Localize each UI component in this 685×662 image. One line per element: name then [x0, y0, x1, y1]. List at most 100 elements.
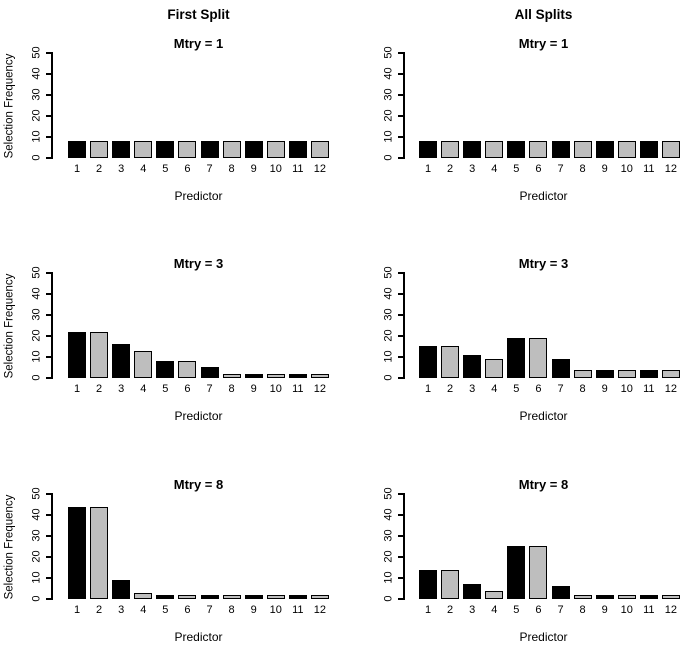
- x-tick-label: 8: [228, 383, 235, 395]
- bar-slot: [594, 595, 616, 599]
- bar-slot: [638, 370, 660, 378]
- x-tick-label: 8: [228, 604, 235, 616]
- bar-slot: [638, 141, 660, 158]
- x-tick-label: 3: [469, 163, 476, 175]
- x-axis-label: Predictor: [519, 409, 568, 423]
- bar-slot: [594, 141, 616, 158]
- bar-slot: [461, 584, 483, 599]
- y-axis-tick: [46, 556, 51, 558]
- x-tick-label: 6: [184, 383, 191, 395]
- bar-predictor-7: [551, 141, 570, 158]
- bar-slot: [527, 546, 549, 599]
- bar-slot: [417, 570, 439, 599]
- chart-first-split-mtry-8: Mtry = 8 Selection Frequency 0 10 20 30 40 50…: [0, 441, 342, 661]
- x-axis-label: Predictor: [174, 409, 223, 423]
- y-axis-tick: [398, 493, 403, 495]
- x-tick-label: 10: [620, 163, 633, 175]
- bar-predictor-3: [112, 141, 131, 158]
- chart-title: Mtry = 3: [518, 256, 569, 271]
- x-tick-label: 3: [469, 604, 476, 616]
- x-tick-label: 11: [643, 604, 655, 616]
- bar-predictor-6: [529, 546, 548, 599]
- y-axis-tick: [398, 514, 403, 516]
- x-tick-label: 11: [292, 383, 304, 395]
- x-tick-label: 12: [664, 604, 678, 616]
- bar-slot: [176, 141, 198, 158]
- bar-predictor-1: [419, 346, 438, 378]
- bar-slot: [549, 141, 571, 158]
- chart-first-split-mtry-3: Mtry = 3 Selection Frequency 0 10 20 30 40 50…: [0, 220, 342, 440]
- bar-slot: [243, 141, 265, 158]
- bar-slot: [505, 141, 527, 158]
- x-axis-label: Predictor: [519, 189, 568, 203]
- x-tick-labels: 1 2 3 4 5 6 7 8 9 10 11 12: [417, 383, 682, 395]
- bar-predictor-3: [112, 344, 131, 378]
- y-tick-label: 50: [30, 487, 43, 500]
- y-axis-tick: [46, 577, 51, 579]
- x-tick-label: 6: [184, 163, 191, 175]
- x-tick-label: 5: [162, 163, 169, 175]
- bar-predictor-11: [639, 595, 658, 599]
- bar-predictor-1: [68, 141, 87, 158]
- bar-slot: [572, 595, 594, 599]
- bar-slot: [483, 359, 505, 378]
- bar-slot: [66, 507, 88, 599]
- x-tick-label: 8: [579, 163, 586, 175]
- bar-predictor-7: [200, 367, 219, 378]
- y-axis-line: [403, 272, 405, 379]
- x-tick-label: 3: [469, 383, 476, 395]
- x-tick-label: 7: [557, 604, 564, 616]
- y-axis-line: [403, 493, 405, 600]
- bar-slot: [198, 367, 220, 378]
- bar-predictor-10: [266, 141, 285, 158]
- bar-predictor-7: [200, 595, 219, 599]
- y-axis-tick: [46, 335, 51, 337]
- bar-slot: [66, 332, 88, 378]
- x-tick-label: 2: [96, 383, 103, 395]
- x-tick-label: 10: [620, 383, 633, 395]
- bar-slot: [198, 141, 220, 158]
- chart-all-splits-mtry-3: Mtry = 3 0 10 20 30 40 50 1 2 3 4 5 6 7 8 9 10 11 12 Pred…: [343, 220, 685, 440]
- x-tick-label: 3: [118, 383, 125, 395]
- bar-predictor-5: [156, 141, 175, 158]
- bar-slot: [176, 595, 198, 599]
- chart-title: Mtry = 8: [518, 477, 569, 492]
- bar-slot: [439, 570, 461, 599]
- x-tick-label: 9: [250, 383, 257, 395]
- bar-predictor-2: [441, 346, 460, 378]
- x-tick-label: 2: [96, 163, 103, 175]
- x-tick-label: 10: [620, 604, 633, 616]
- y-axis-tick: [398, 556, 403, 558]
- y-axis-line: [51, 493, 53, 600]
- bar-slot: [198, 595, 220, 599]
- bar-predictor-9: [244, 595, 263, 599]
- y-axis-tick: [398, 577, 403, 579]
- y-axis-tick: [398, 356, 403, 358]
- plot-area: 0 10 20 30 40 50 1 2 3 4 5 6 7 8 9 10 11 12: [0, 0, 342, 220]
- y-axis-tick: [398, 335, 403, 337]
- bar-predictor-6: [529, 141, 548, 158]
- x-tick-label: 4: [491, 383, 498, 395]
- y-axis-tick: [46, 377, 51, 379]
- bars-group: [66, 273, 331, 378]
- bar-slot: [439, 346, 461, 378]
- y-tick-label: 50: [30, 46, 43, 59]
- bar-slot: [638, 595, 660, 599]
- x-tick-label: 5: [513, 383, 520, 395]
- bar-predictor-4: [485, 359, 504, 378]
- plot-area: 0 10 20 30 40 50 1 2 3 4 5 6 7 8 9 10 11 12: [343, 441, 685, 661]
- bar-slot: [572, 370, 594, 378]
- x-tick-label: 12: [313, 163, 327, 175]
- bar-slot: [66, 141, 88, 158]
- x-tick-label: 9: [601, 383, 608, 395]
- x-tick-label: 8: [579, 604, 586, 616]
- bar-predictor-6: [529, 338, 548, 378]
- y-axis-line: [403, 52, 405, 159]
- bars-group: [66, 494, 331, 599]
- y-axis-tick: [46, 493, 51, 495]
- x-tick-label: 4: [491, 604, 498, 616]
- bar-predictor-12: [661, 141, 680, 158]
- x-tick-label: 1: [73, 604, 81, 616]
- y-axis-tick: [46, 136, 51, 138]
- bar-predictor-9: [244, 374, 263, 378]
